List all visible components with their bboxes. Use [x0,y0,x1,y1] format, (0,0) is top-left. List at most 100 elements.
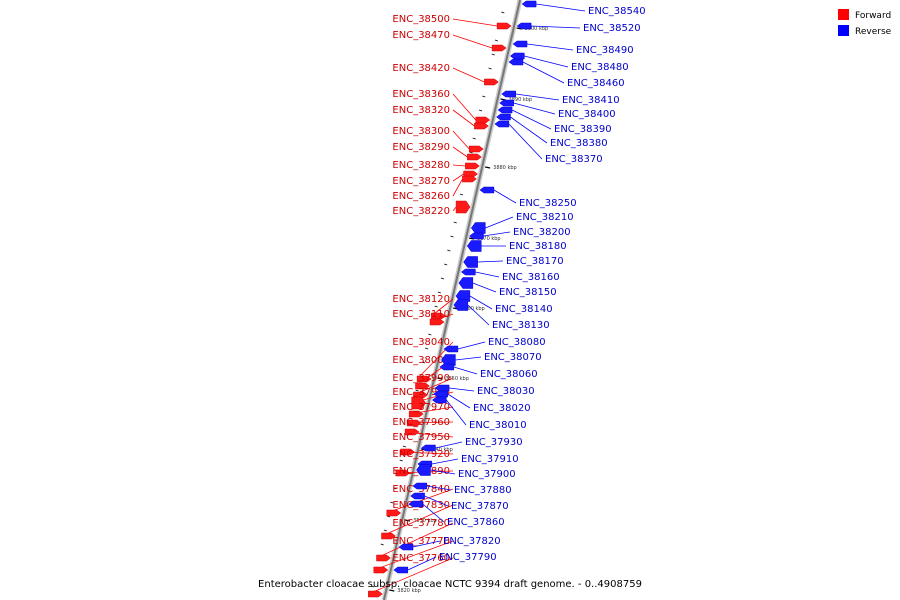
forward-gene-feature[interactable] [373,566,389,574]
reverse-gene-feature[interactable] [460,268,476,276]
reverse-gene-feature[interactable] [494,120,510,128]
forward-gene-feature[interactable] [475,116,491,124]
forward-gene-label[interactable]: ENC_38120 [392,294,450,305]
forward-gene-label[interactable]: ENC_38500 [392,14,450,25]
reverse-gene-label[interactable]: ENC_37900 [458,469,516,480]
forward-gene-label[interactable]: ENC_38270 [392,176,450,187]
forward-gene-feature[interactable] [465,162,480,170]
reverse-gene-feature[interactable] [410,492,425,500]
reverse-gene-label[interactable]: ENC_38130 [492,320,550,331]
forward-gene-feature[interactable] [415,382,430,390]
forward-gene-feature[interactable] [411,396,426,410]
forward-gene-feature[interactable] [462,175,477,183]
forward-gene-feature[interactable] [406,419,422,427]
reverse-gene-feature[interactable] [516,22,532,30]
forward-gene-label[interactable]: ENC_37840 [392,484,450,495]
forward-gene-feature[interactable] [474,122,489,130]
forward-gene-feature[interactable] [376,554,391,562]
forward-gene-feature[interactable] [404,428,420,436]
forward-gene-feature[interactable] [386,509,402,517]
forward-gene-label[interactable]: ENC_37950 [392,432,450,443]
forward-gene-feature[interactable] [491,44,507,52]
reverse-gene-feature[interactable] [501,90,516,98]
forward-gene-label[interactable]: ENC_38000 [392,355,450,366]
reverse-gene-label[interactable]: ENC_38520 [583,23,641,34]
forward-gene-label[interactable]: ENC_37760 [392,553,450,564]
reverse-gene-label[interactable]: ENC_37790 [439,552,497,563]
forward-gene-label[interactable]: ENC_38420 [392,63,450,74]
reverse-gene-label[interactable]: ENC_37860 [447,517,505,528]
reverse-gene-feature[interactable] [508,58,524,66]
reverse-gene-label[interactable]: ENC_37930 [465,437,523,448]
forward-gene-label[interactable]: ENC_38470 [392,30,450,41]
reverse-gene-label[interactable]: ENC_38480 [571,62,629,73]
forward-gene-label[interactable]: ENC_37920 [392,449,450,460]
reverse-gene-label[interactable]: ENC_38200 [513,227,571,238]
reverse-gene-label[interactable]: ENC_38060 [480,369,538,380]
forward-gene-feature[interactable] [408,410,424,418]
forward-gene-label[interactable]: ENC_38110 [392,309,450,320]
reverse-gene-feature[interactable] [496,113,511,121]
reverse-gene-label[interactable]: ENC_37820 [443,536,501,547]
forward-gene-label[interactable]: ENC_37990 [392,373,450,384]
reverse-gene-label[interactable]: ENC_38540 [588,6,646,17]
reverse-gene-label[interactable]: ENC_38400 [558,109,616,120]
reverse-gene-feature[interactable] [497,106,513,114]
reverse-gene-feature[interactable] [439,363,455,371]
reverse-gene-feature[interactable] [393,566,409,574]
forward-gene-feature[interactable] [496,22,512,30]
reverse-gene-label[interactable]: ENC_37870 [451,501,509,512]
reverse-gene-label[interactable]: ENC_38390 [554,124,612,135]
reverse-gene-label[interactable]: ENC_38160 [502,272,560,283]
reverse-gene-feature[interactable] [434,384,450,392]
reverse-gene-feature[interactable] [499,99,514,107]
reverse-gene-label[interactable]: ENC_38070 [484,352,542,363]
reverse-gene-feature[interactable] [479,186,495,194]
reverse-gene-label[interactable]: ENC_38490 [576,45,634,56]
reverse-gene-feature[interactable] [512,40,528,48]
forward-gene-feature[interactable] [368,590,383,598]
reverse-gene-label[interactable]: ENC_38380 [550,138,608,149]
reverse-gene-feature[interactable] [421,444,436,452]
reverse-gene-label[interactable]: ENC_38030 [477,386,535,397]
forward-gene-label[interactable]: ENC_38280 [392,160,450,171]
reverse-gene-feature[interactable] [471,222,486,234]
reverse-gene-label[interactable]: ENC_38410 [562,95,620,106]
reverse-gene-label[interactable]: ENC_38010 [469,420,527,431]
reverse-gene-label[interactable]: ENC_38460 [567,78,625,89]
reverse-gene-label[interactable]: ENC_37910 [461,454,519,465]
reverse-gene-label[interactable]: ENC_38180 [509,241,567,252]
reverse-gene-feature[interactable] [463,256,478,268]
reverse-gene-feature[interactable] [416,464,431,476]
reverse-gene-label[interactable]: ENC_38080 [488,337,546,348]
reverse-gene-feature[interactable] [443,345,459,353]
reverse-gene-feature[interactable] [431,396,447,404]
forward-gene-label[interactable]: ENC_38360 [392,89,450,100]
reverse-gene-feature[interactable] [408,500,424,508]
reverse-gene-label[interactable]: ENC_38150 [499,287,557,298]
forward-gene-feature[interactable] [429,318,445,326]
reverse-gene-feature[interactable] [398,543,414,551]
forward-gene-label[interactable]: ENC_37780 [392,518,450,529]
reverse-gene-label[interactable]: ENC_38020 [473,403,531,414]
forward-gene-label[interactable]: ENC_37960 [392,417,450,428]
forward-gene-label[interactable]: ENC_38260 [392,191,450,202]
forward-gene-feature[interactable] [395,469,411,477]
forward-gene-feature[interactable] [400,448,415,456]
reverse-gene-label[interactable]: ENC_38140 [495,304,553,315]
reverse-gene-label[interactable]: ENC_38370 [545,154,603,165]
reverse-gene-label[interactable]: ENC_38250 [519,198,577,209]
reverse-gene-feature[interactable] [509,52,525,60]
reverse-gene-label[interactable]: ENC_38170 [506,256,564,267]
forward-gene-label[interactable]: ENC_38320 [392,105,450,116]
forward-gene-label[interactable]: ENC_38300 [392,126,450,137]
forward-gene-label[interactable]: ENC_37980 [392,387,450,398]
reverse-gene-label[interactable]: ENC_38210 [516,212,574,223]
forward-gene-feature[interactable] [484,78,499,86]
forward-gene-feature[interactable] [468,145,484,153]
forward-gene-label[interactable]: ENC_38290 [392,142,450,153]
reverse-gene-feature[interactable] [433,390,448,398]
forward-gene-feature[interactable] [467,153,482,161]
forward-gene-label[interactable]: ENC_37770 [392,536,450,547]
forward-gene-label[interactable]: ENC_38040 [392,337,450,348]
